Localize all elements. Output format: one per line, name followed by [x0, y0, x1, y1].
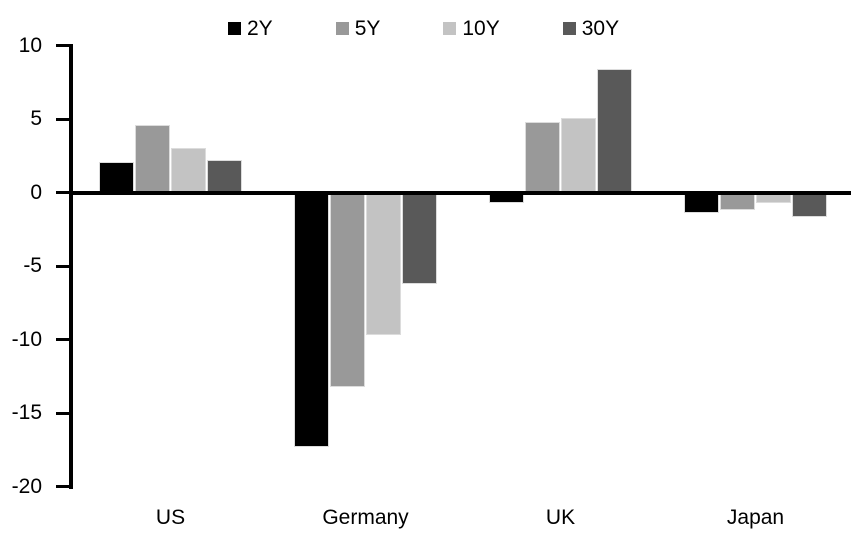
y-axis-tick-label: 10 [18, 33, 42, 57]
x-axis-label-japan: Japan [726, 506, 785, 529]
x-axis-label-germany: Germany [322, 506, 409, 529]
bar-japan-5y [719, 192, 755, 211]
bar-germany-5y [329, 192, 365, 387]
y-axis-tick [56, 264, 70, 268]
legend-label-5y: 5Y [354, 17, 381, 40]
legend-label-10y: 10Y [462, 17, 500, 40]
y-axis-tick-label: -10 [11, 327, 42, 351]
bar-uk-5y [524, 121, 560, 193]
y-axis-tick [56, 191, 70, 194]
legend-swatch-2y [228, 22, 241, 35]
y-axis-tick [56, 44, 70, 47]
y-axis-line [69, 43, 73, 489]
legend-item-10y: 10Y [443, 17, 500, 40]
legend-item-30y: 30Y [562, 17, 620, 40]
bar-germany-10y [365, 192, 401, 336]
y-axis-tick-label: -15 [11, 401, 42, 424]
y-axis-tick-label: 5 [30, 107, 42, 130]
legend-swatch-30y [562, 22, 576, 35]
legend-swatch-5y [335, 22, 349, 35]
bar-us-5y [134, 124, 170, 193]
legend-item-2y: 2Y [228, 18, 273, 39]
bar-japan-2y [683, 192, 719, 214]
bar-uk-10y [560, 117, 596, 193]
bar-germany-30y [401, 192, 437, 284]
bar-germany-2y [293, 192, 329, 447]
legend-swatch-10y [443, 22, 457, 35]
chart-legend: 2Y 5Y 10Y 30Y [228, 18, 619, 39]
x-axis-zero-line [69, 190, 851, 195]
legend-item-5y: 5Y [335, 17, 381, 40]
bar-us-30y [206, 160, 242, 193]
legend-label-2y: 2Y [247, 17, 273, 40]
y-axis-tick [56, 338, 70, 341]
y-axis-tick [56, 117, 70, 121]
y-axis-tick-label: -5 [23, 254, 42, 277]
bar-us-10y [170, 148, 206, 193]
bar-uk-30y [596, 69, 632, 193]
y-axis-tick-label: -20 [11, 474, 42, 498]
bar-us-2y [98, 161, 134, 193]
x-axis-label-us: US [155, 506, 186, 529]
y-axis-tick-label: 0 [30, 180, 42, 204]
x-axis-label-uk: UK [545, 506, 576, 529]
y-axis-tick [56, 485, 70, 488]
y-axis-tick [56, 411, 70, 415]
bar-japan-30y [791, 192, 827, 218]
legend-label-30y: 30Y [581, 17, 620, 40]
